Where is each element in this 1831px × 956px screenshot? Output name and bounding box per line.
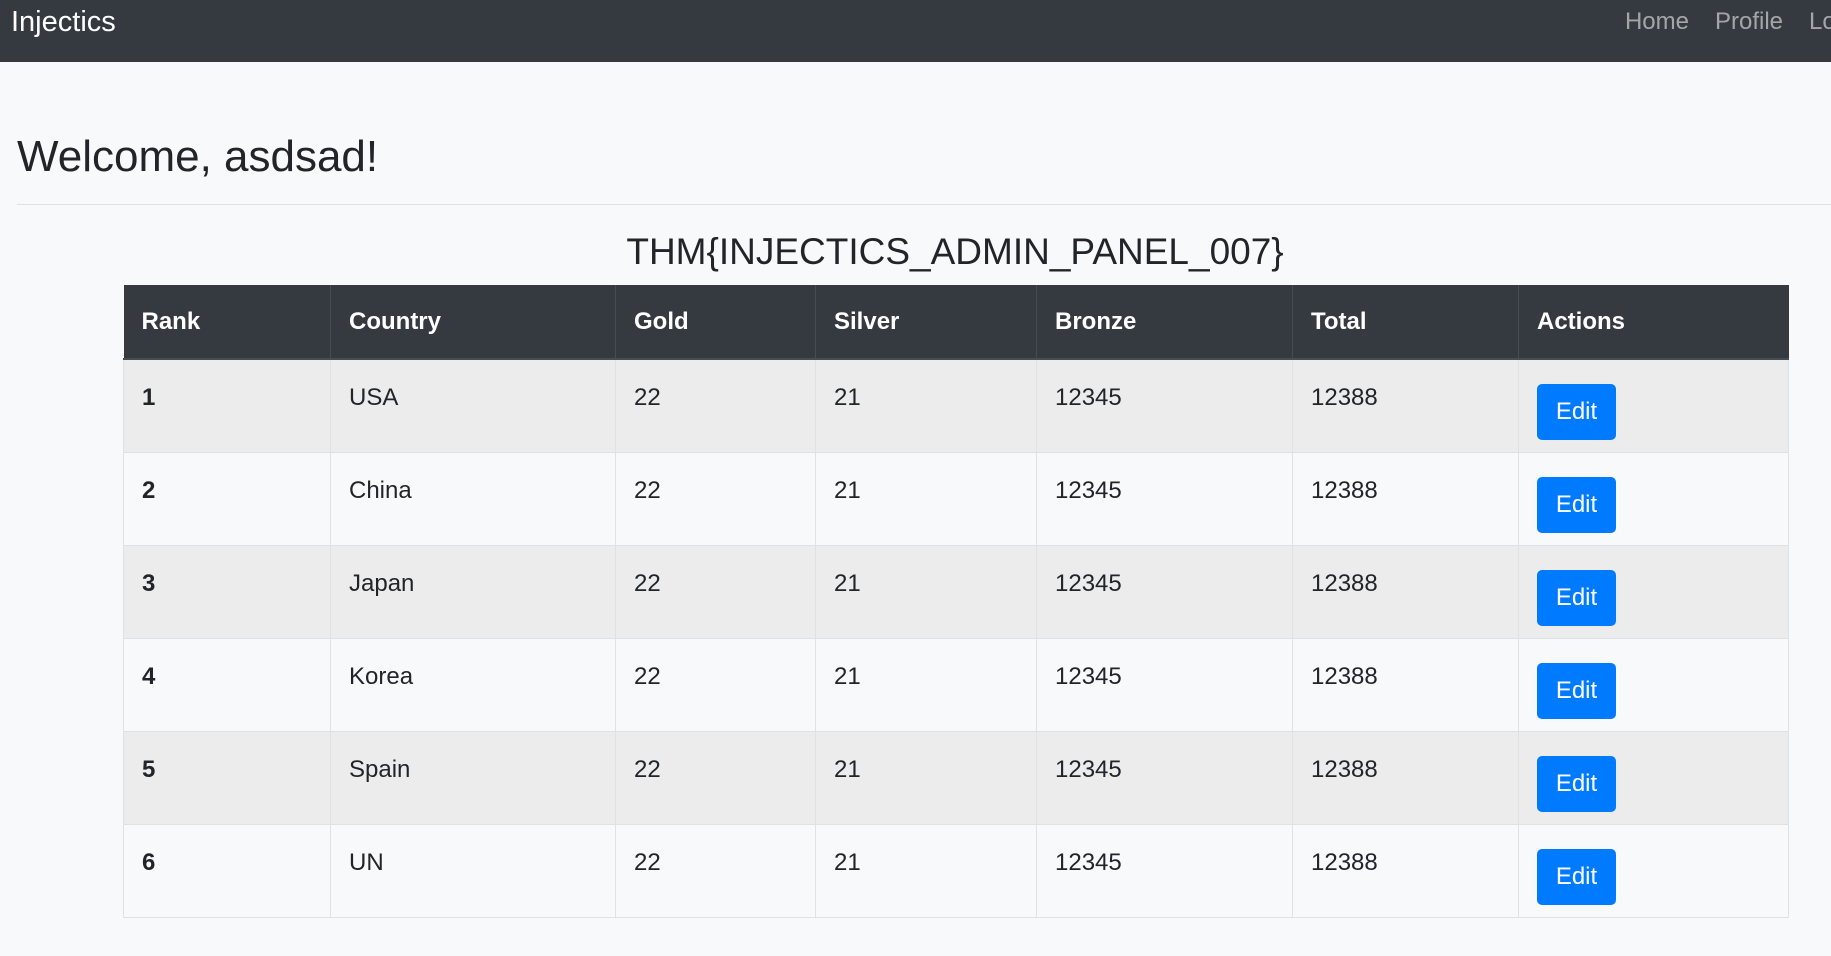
total-cell: 12388 (1292, 823, 1519, 918)
rank-cell: 6 (123, 823, 331, 918)
gold-cell: 22 (615, 544, 816, 639)
bronze-cell: 12345 (1036, 823, 1293, 918)
nav-links: Home Profile Lo (1599, 8, 1831, 38)
total-cell: 12388 (1292, 358, 1519, 453)
edit-button[interactable]: Edit (1537, 662, 1616, 719)
country-cell: Japan (330, 544, 616, 639)
table-row: 2 China 22 21 12345 12388 Edit (123, 451, 1789, 546)
total-cell: 12388 (1292, 544, 1519, 639)
header-rank: Rank (123, 285, 331, 360)
brand-link[interactable]: Injectics (11, 6, 116, 38)
gold-cell: 22 (615, 451, 816, 546)
total-cell: 12388 (1292, 730, 1519, 825)
rank-cell: 5 (123, 730, 331, 825)
rank-cell: 3 (123, 544, 331, 639)
edit-button[interactable]: Edit (1537, 755, 1616, 812)
actions-cell: Edit (1518, 637, 1789, 732)
silver-cell: 21 (815, 637, 1037, 732)
gold-cell: 22 (615, 823, 816, 918)
table-row: 1 USA 22 21 12345 12388 Edit (123, 358, 1789, 453)
welcome-heading: Welcome, asdsad! (17, 132, 379, 181)
flag-text: THM{INJECTICS_ADMIN_PANEL_007} (626, 231, 1284, 272)
silver-cell: 21 (815, 823, 1037, 918)
actions-cell: Edit (1518, 823, 1789, 918)
edit-button[interactable]: Edit (1537, 569, 1616, 626)
header-actions: Actions (1518, 285, 1789, 360)
table-row: 3 Japan 22 21 12345 12388 Edit (123, 544, 1789, 639)
country-cell: USA (330, 358, 616, 453)
country-cell: Spain (330, 730, 616, 825)
navbar: Injectics Home Profile Lo (0, 0, 1831, 62)
silver-cell: 21 (815, 544, 1037, 639)
nav-link-logout[interactable]: Lo (1809, 8, 1831, 35)
edit-button[interactable]: Edit (1537, 384, 1616, 440)
actions-cell: Edit (1518, 544, 1789, 639)
gold-cell: 22 (615, 637, 816, 732)
total-cell: 12388 (1292, 637, 1519, 732)
divider (17, 204, 1831, 205)
header-silver: Silver (815, 285, 1037, 360)
rank-cell: 4 (123, 637, 331, 732)
bronze-cell: 12345 (1036, 544, 1293, 639)
country-cell: China (330, 451, 616, 546)
silver-cell: 21 (815, 730, 1037, 825)
header-bronze: Bronze (1036, 285, 1293, 360)
bronze-cell: 12345 (1036, 637, 1293, 732)
actions-cell: Edit (1518, 730, 1789, 825)
header-gold: Gold (615, 285, 816, 360)
rank-cell: 2 (123, 451, 331, 546)
actions-cell: Edit (1518, 358, 1789, 453)
total-cell: 12388 (1292, 451, 1519, 546)
rank-cell: 1 (123, 358, 331, 453)
nav-link-profile[interactable]: Profile (1714, 8, 1783, 35)
table-row: 5 Spain 22 21 12345 12388 Edit (123, 730, 1789, 825)
silver-cell: 21 (815, 358, 1037, 453)
table-row: 6 UN 22 21 12345 12388 Edit (123, 823, 1789, 918)
table-row: 4 Korea 22 21 12345 12388 Edit (123, 637, 1789, 732)
edit-button[interactable]: Edit (1537, 476, 1616, 533)
medal-table: Rank Country Gold Silver Bronze Total Ac… (123, 285, 1789, 918)
header-total: Total (1292, 285, 1519, 360)
gold-cell: 22 (615, 358, 816, 453)
nav-link-home[interactable]: Home (1624, 8, 1689, 35)
table-header-row: Rank Country Gold Silver Bronze Total Ac… (123, 285, 1789, 360)
country-cell: UN (330, 823, 616, 918)
edit-button[interactable]: Edit (1537, 848, 1616, 905)
bronze-cell: 12345 (1036, 730, 1293, 825)
country-cell: Korea (330, 637, 616, 732)
bronze-cell: 12345 (1036, 358, 1293, 453)
silver-cell: 21 (815, 451, 1037, 546)
actions-cell: Edit (1518, 451, 1789, 546)
bronze-cell: 12345 (1036, 451, 1293, 546)
gold-cell: 22 (615, 730, 816, 825)
header-country: Country (330, 285, 616, 360)
